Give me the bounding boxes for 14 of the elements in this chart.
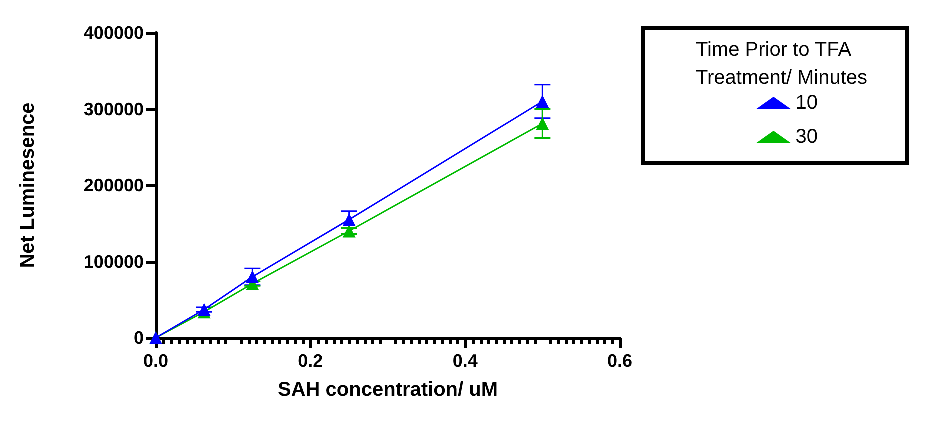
y-tick-label: 200000 bbox=[84, 176, 144, 196]
x-tick-label: 0.0 bbox=[143, 351, 169, 371]
y-tick-label: 300000 bbox=[84, 99, 144, 120]
legend-title: Time Prior to TFA Treatment/ Minutes bbox=[696, 39, 868, 89]
y-tick-label: 0 bbox=[134, 328, 144, 348]
x-axis-title: SAH concentration/ uM bbox=[278, 379, 498, 401]
y-tick-label: 400000 bbox=[84, 23, 144, 43]
y-axis-title: Net Luminesence bbox=[17, 102, 39, 268]
y-tick-label: 100000 bbox=[84, 252, 144, 272]
x-tick-label: 0.4 bbox=[452, 351, 478, 371]
x-tick-label: 0.2 bbox=[298, 351, 324, 371]
legend-label: 10 bbox=[796, 92, 818, 114]
legend-label: 30 bbox=[796, 126, 818, 148]
x-tick-label: 0.6 bbox=[607, 351, 633, 371]
